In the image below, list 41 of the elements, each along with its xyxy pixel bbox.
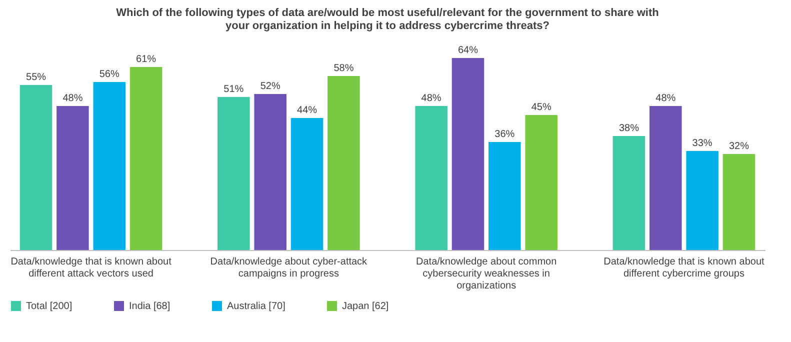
legend-label: Australia [70]	[227, 301, 286, 312]
bar	[56, 106, 89, 250]
data-label: 55%	[26, 72, 46, 83]
data-label: 45%	[531, 102, 552, 113]
data-label: 33%	[692, 138, 712, 149]
bar	[525, 115, 558, 250]
data-label: 38%	[618, 123, 640, 134]
bar	[722, 154, 756, 250]
data-label: 36%	[494, 129, 515, 140]
bar	[218, 97, 250, 250]
bar	[130, 67, 162, 250]
bar	[612, 136, 646, 250]
data-label: 52%	[260, 81, 280, 92]
legend-label: Japan [62]	[342, 301, 389, 312]
x-tick-label: Data/knowledge about common cybersecurity weaknesses in organizations	[416, 256, 557, 292]
x-tick-label: Data/knowledge that is known about different cybercrime groups	[604, 256, 765, 280]
bar	[328, 76, 360, 250]
data-label: 56%	[99, 69, 120, 80]
bar	[452, 58, 484, 250]
bar	[415, 106, 448, 250]
data-label: 61%	[136, 54, 156, 65]
x-tick-label: Data/knowledge about cyber-attack campaigns in progress	[210, 256, 368, 280]
data-label: 58%	[334, 63, 354, 74]
data-label: 32%	[728, 141, 750, 152]
chart-title: Which of the following types of data are/would be most useful/relevant for the government to share with your organization in helping it to address cybercrime threats?	[116, 7, 660, 32]
data-label: 64%	[458, 45, 478, 56]
bar	[686, 151, 718, 250]
x-tick-label: Data/knowledge that is known about different attack vectors used	[10, 256, 172, 280]
data-label: 48%	[62, 93, 83, 104]
legend-label: India [68]	[129, 301, 170, 312]
bar	[20, 85, 52, 250]
data-label: 44%	[297, 105, 318, 116]
bar	[290, 118, 324, 250]
data-label: 48%	[656, 93, 676, 104]
legend-label: Total [200]	[26, 301, 72, 312]
bar	[254, 94, 286, 250]
bar	[649, 106, 682, 250]
data-label: 51%	[224, 84, 244, 95]
bar	[93, 82, 126, 250]
bar	[488, 142, 521, 250]
data-label: 48%	[421, 93, 442, 104]
